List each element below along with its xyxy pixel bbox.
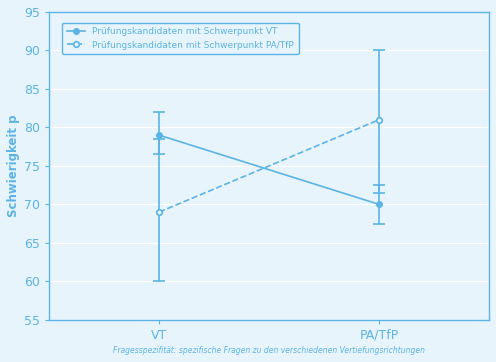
Legend: Prüfungskandidaten mit Schwerpunkt VT, Prüfungskandidaten mit Schwerpunkt PA/TfP: Prüfungskandidaten mit Schwerpunkt VT, P… [62,22,299,54]
X-axis label: Fragesspezifität: spezifische Fragen zu den verschiedenen Vertiefungsrichtungen: Fragesspezifität: spezifische Fragen zu … [113,346,425,355]
Y-axis label: Schwierigkeit p: Schwierigkeit p [7,115,20,217]
